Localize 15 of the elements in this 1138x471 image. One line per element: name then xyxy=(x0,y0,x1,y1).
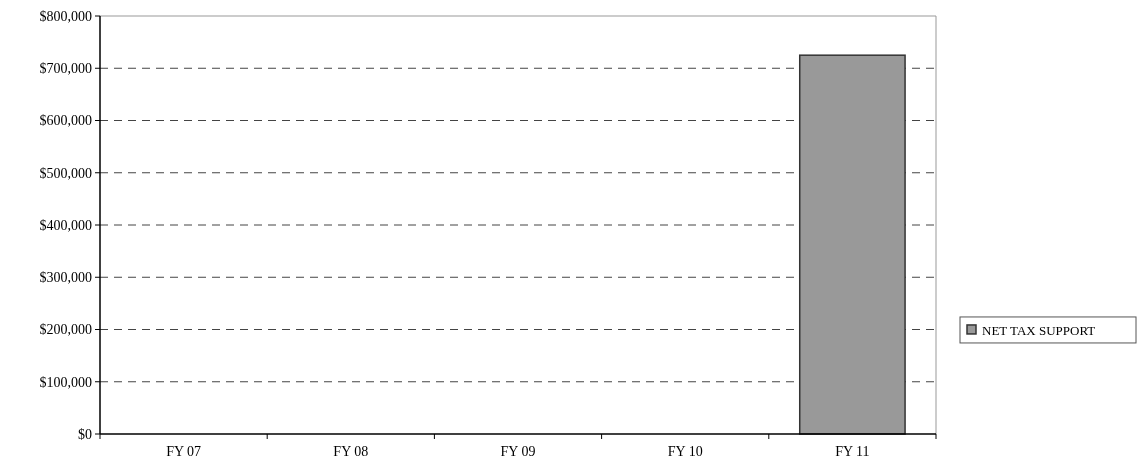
x-tick-label: FY 07 xyxy=(166,444,202,459)
y-tick-label: $200,000 xyxy=(39,322,92,338)
y-tick-label: $500,000 xyxy=(39,165,92,181)
x-tick-label: FY 11 xyxy=(835,444,870,459)
y-tick-label: $100,000 xyxy=(39,374,92,390)
x-tick-label: FY 09 xyxy=(500,444,536,459)
y-tick-label: $0 xyxy=(78,426,92,442)
y-tick-label: $400,000 xyxy=(39,217,92,233)
y-tick-label: $600,000 xyxy=(39,113,92,129)
y-tick-label: $300,000 xyxy=(39,270,92,286)
x-tick-label: FY 08 xyxy=(333,444,369,459)
y-tick-label: $800,000 xyxy=(39,8,92,24)
legend-label: NET TAX SUPPORT xyxy=(982,322,1096,338)
y-tick-label: $700,000 xyxy=(39,61,92,77)
x-tick-label: FY 10 xyxy=(667,444,703,459)
